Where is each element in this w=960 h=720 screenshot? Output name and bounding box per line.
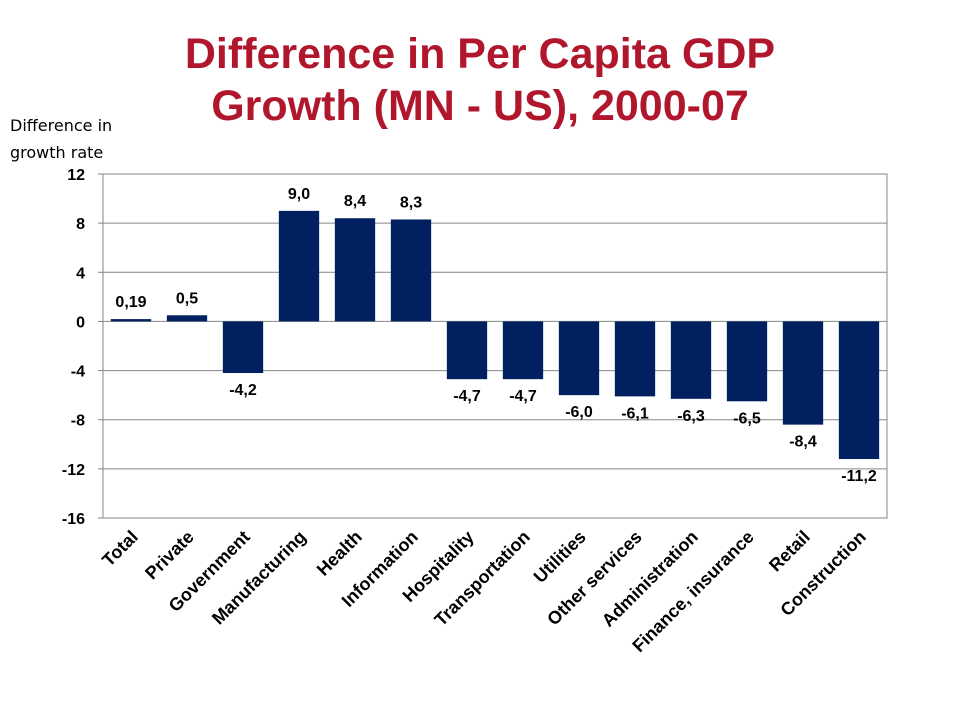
data-label: -6,3 (677, 408, 705, 425)
y-axis-label: Difference in growth rate (10, 112, 150, 166)
data-label: 8,3 (400, 194, 422, 211)
bar (782, 321, 824, 425)
chart-title-line-2: Growth (MN - US), 2000-07 (211, 82, 749, 130)
y-tick-label: 4 (76, 265, 85, 282)
y-tick-label: -16 (62, 511, 85, 528)
x-category-label: Private (141, 527, 198, 584)
plot-area-border (102, 173, 888, 519)
y-tick-label: 12 (67, 167, 85, 184)
data-label: -6,0 (565, 404, 593, 421)
bar (166, 315, 208, 322)
x-category-label: Other services (543, 527, 646, 630)
y-tick-label: -8 (71, 413, 85, 430)
x-category-label: Retail (765, 527, 814, 576)
data-label: -4,7 (509, 388, 537, 405)
bar (446, 321, 488, 380)
data-label: -11,2 (841, 468, 877, 485)
chart-title-line-1: Difference in Per Capita GDP (184, 30, 776, 78)
chart-title: Difference in Per Capita GDP Growth (MN … (0, 28, 960, 132)
bar (614, 321, 656, 397)
y-tick-label: -4 (71, 364, 85, 381)
y-tick-label: -12 (62, 462, 85, 479)
x-category-label: Total (98, 527, 142, 571)
bar (838, 321, 880, 460)
bar (502, 321, 544, 380)
data-label: -6,5 (733, 410, 761, 427)
data-label: -6,1 (621, 405, 649, 422)
y-tick-label: 8 (76, 216, 85, 233)
y-axis-label-line-1: Difference in (10, 116, 113, 135)
x-category-label: Health (313, 527, 366, 580)
x-category-label: Transportation (431, 527, 534, 630)
data-label: 0,19 (115, 294, 146, 311)
bar (558, 321, 600, 396)
bar (726, 321, 768, 402)
data-label: 9,0 (288, 186, 310, 203)
bar (110, 319, 152, 322)
bar (278, 210, 320, 322)
bar (222, 321, 264, 374)
data-label: 0,5 (176, 290, 198, 307)
bar (670, 321, 712, 399)
x-category-label: Administration (598, 527, 702, 631)
data-label: -8,4 (789, 434, 817, 451)
y-tick-label: 0 (76, 314, 85, 331)
bar (334, 218, 376, 322)
data-label: 8,4 (344, 193, 366, 210)
data-label: -4,2 (229, 382, 257, 399)
data-label: -4,7 (453, 388, 481, 405)
y-axis-label-line-2: growth rate (10, 143, 104, 162)
bar (390, 219, 432, 322)
